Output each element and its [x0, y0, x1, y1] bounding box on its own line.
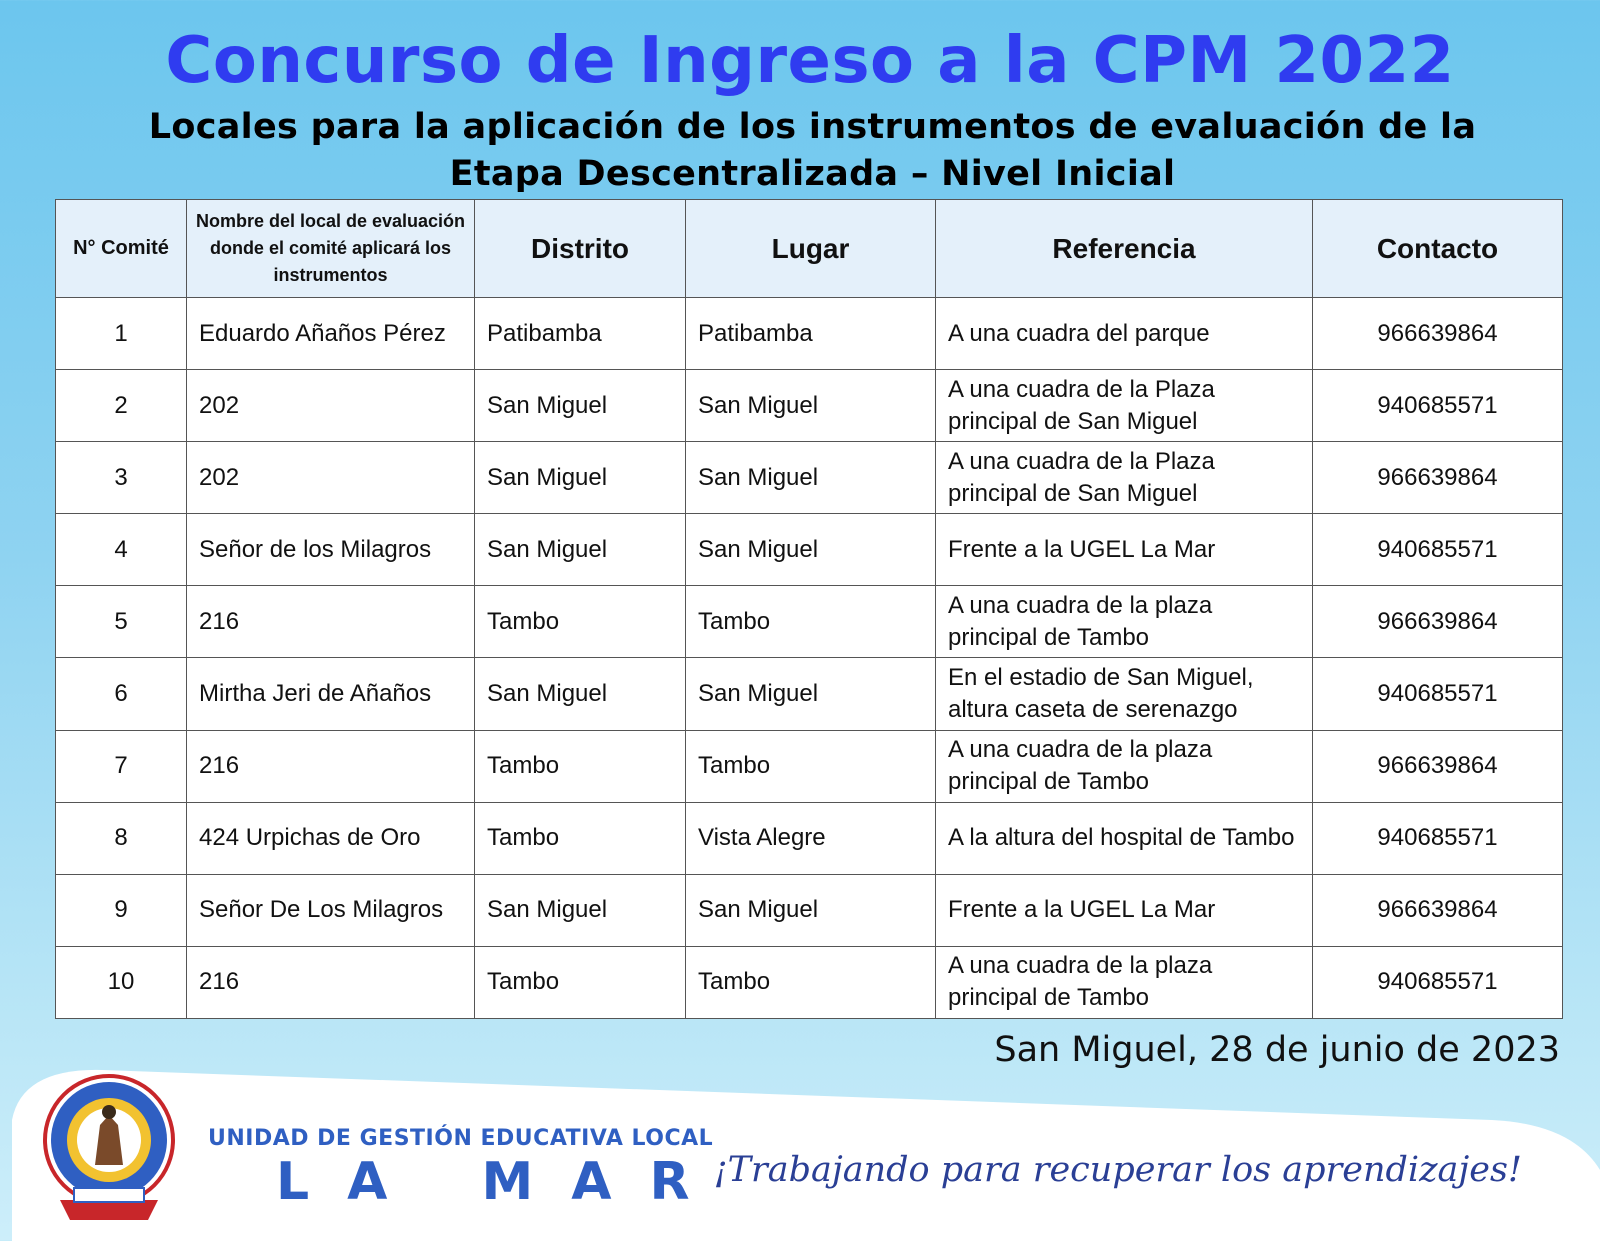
- cell-contacto: 966639864: [1312, 873, 1563, 947]
- cell-contacto: 966639864: [1312, 585, 1563, 659]
- cell-lugar: San Miguel: [685, 441, 936, 515]
- cell-distrito: San Miguel: [474, 441, 686, 515]
- cell-local: 216: [186, 729, 475, 803]
- org-name-line-1: UNIDAD DE GESTIÓN EDUCATIVA LOCAL: [208, 1126, 714, 1151]
- cell-local: 216: [186, 945, 475, 1020]
- column-header-lugar: Lugar: [685, 199, 936, 298]
- table-header-row: N° Comité Nombre del local de evaluación…: [55, 199, 1563, 298]
- ugel-seal-logo: [43, 1074, 175, 1220]
- cell-distrito: Tambo: [474, 585, 686, 659]
- cell-num: 2: [55, 369, 187, 443]
- cell-contacto: 940685571: [1312, 801, 1563, 875]
- cell-contacto: 940685571: [1312, 369, 1563, 443]
- cell-distrito: Tambo: [474, 729, 686, 803]
- cell-distrito: San Miguel: [474, 513, 686, 587]
- cell-distrito: San Miguel: [474, 369, 686, 443]
- cell-referencia: Frente a la UGEL La Mar: [935, 513, 1313, 587]
- table-row: 8 424 Urpichas de Oro Tambo Vista Alegre A l…: [55, 801, 1563, 875]
- cell-referencia: A una cuadra de la plaza principal de Ta…: [935, 729, 1313, 803]
- table-row: 2 202 San Miguel San Miguel A una cuadra de …: [55, 369, 1563, 443]
- cell-num: 4: [55, 513, 187, 587]
- cell-distrito: Tambo: [474, 945, 686, 1020]
- table-row: 5 216 Tambo Tambo A una cuadra de la plaza p…: [55, 585, 1563, 659]
- cell-referencia: A una cuadra de la Plaza principal de Sa…: [935, 441, 1313, 515]
- cell-num: 5: [55, 585, 187, 659]
- cell-contacto: 966639864: [1312, 441, 1563, 515]
- table-row: 3 202 San Miguel San Miguel A una cuadra de …: [55, 441, 1563, 515]
- cell-local: 216: [186, 585, 475, 659]
- cell-referencia: A una cuadra de la plaza principal de Ta…: [935, 945, 1313, 1020]
- table-row: 9 Señor De Los Milagros San Miguel San Migu…: [55, 873, 1563, 947]
- cell-num: 1: [55, 296, 187, 371]
- table-row: 10 216 Tambo Tambo A una cuadra de la plaza …: [55, 945, 1563, 1020]
- column-header-distrito: Distrito: [474, 199, 686, 298]
- cell-num: 6: [55, 657, 187, 731]
- footer-wave-shape: [12, 1069, 1600, 1241]
- table-row: 1 Eduardo Añaños Pérez Patibamba Patibamba A…: [55, 296, 1563, 371]
- cell-contacto: 940685571: [1312, 657, 1563, 731]
- cell-local: 202: [186, 441, 475, 515]
- cell-distrito: Tambo: [474, 801, 686, 875]
- cell-num: 3: [55, 441, 187, 515]
- subtitle-line-2: Etapa Descentralizada – Nivel Inicial: [449, 154, 1176, 194]
- footer-banner: [12, 1060, 1600, 1241]
- cell-local: 424 Urpichas de Oro: [186, 801, 475, 875]
- cell-referencia: En el estadio de San Miguel, altura case…: [935, 657, 1313, 731]
- table-body: 1 Eduardo Añaños Pérez Patibamba Patibamba A…: [55, 296, 1563, 1020]
- cell-local: 202: [186, 369, 475, 443]
- cell-lugar: Patibamba: [685, 296, 936, 371]
- cell-lugar: Tambo: [685, 729, 936, 803]
- cell-lugar: San Miguel: [685, 873, 936, 947]
- cell-distrito: San Miguel: [474, 873, 686, 947]
- subtitle-line-1: Locales para la aplicación de los instru…: [148, 107, 1477, 147]
- cell-num: 8: [55, 801, 187, 875]
- cell-contacto: 940685571: [1312, 945, 1563, 1020]
- cell-distrito: Patibamba: [474, 296, 686, 371]
- cell-contacto: 966639864: [1312, 296, 1563, 371]
- column-header-contacto: Contacto: [1312, 199, 1563, 298]
- cell-lugar: San Miguel: [685, 513, 936, 587]
- cell-referencia: A la altura del hospital de Tambo: [935, 801, 1313, 875]
- column-header-num: N° Comité: [55, 199, 187, 298]
- cell-referencia: A una cuadra del parque: [935, 296, 1313, 371]
- page-title: Concurso de Ingreso a la CPM 2022: [165, 24, 1455, 98]
- table-row: 6 Mirtha Jeri de Añaños San Miguel San Migu…: [55, 657, 1563, 731]
- cell-num: 7: [55, 729, 187, 803]
- cell-lugar: San Miguel: [685, 657, 936, 731]
- footer-slogan: ¡Trabajando para recuperar los aprendiza…: [713, 1150, 1522, 1190]
- org-name-line-2: LA MAR: [276, 1152, 728, 1212]
- cell-contacto: 966639864: [1312, 729, 1563, 803]
- column-header-local: Nombre del local de evaluación donde el …: [186, 199, 475, 298]
- cell-local: Señor de los Milagros: [186, 513, 475, 587]
- cell-lugar: Tambo: [685, 585, 936, 659]
- cell-distrito: San Miguel: [474, 657, 686, 731]
- cell-local: Mirtha Jeri de Añaños: [186, 657, 475, 731]
- locales-table: N° Comité Nombre del local de evaluación…: [55, 199, 1563, 1020]
- date-line: San Miguel, 28 de junio de 2023: [994, 1030, 1560, 1070]
- table-row: 4 Señor de los Milagros San Miguel San Migu…: [55, 513, 1563, 587]
- cell-referencia: A una cuadra de la Plaza principal de Sa…: [935, 369, 1313, 443]
- cell-lugar: San Miguel: [685, 369, 936, 443]
- cell-lugar: Vista Alegre: [685, 801, 936, 875]
- cell-lugar: Tambo: [685, 945, 936, 1020]
- cell-referencia: A una cuadra de la plaza principal de Ta…: [935, 585, 1313, 659]
- cell-local: Señor De Los Milagros: [186, 873, 475, 947]
- cell-referencia: Frente a la UGEL La Mar: [935, 873, 1313, 947]
- cell-contacto: 940685571: [1312, 513, 1563, 587]
- cell-num: 9: [55, 873, 187, 947]
- column-header-referencia: Referencia: [935, 199, 1313, 298]
- cell-local: Eduardo Añaños Pérez: [186, 296, 475, 371]
- table-row: 7 216 Tambo Tambo A una cuadra de la plaza p…: [55, 729, 1563, 803]
- page-subtitle: Locales para la aplicación de los instru…: [70, 104, 1555, 198]
- cell-num: 10: [55, 945, 187, 1020]
